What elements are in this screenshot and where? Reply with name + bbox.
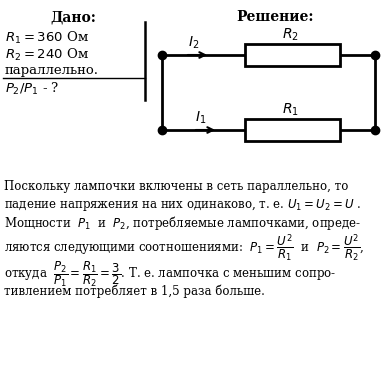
Text: ляются следующими соотношениями:  $P_1 = \dfrac{U^2}{R_1}$  и  $P_2 = \dfrac{U^2: ляются следующими соотношениями: $P_1 = … xyxy=(4,233,364,264)
Text: $R_2 = 240$ Ом: $R_2 = 240$ Ом xyxy=(5,47,89,63)
Text: Решение:: Решение: xyxy=(236,10,314,24)
Text: Дано:: Дано: xyxy=(50,10,96,24)
Text: тивлением потребляет в 1,5 раза больше.: тивлением потребляет в 1,5 раза больше. xyxy=(4,285,265,298)
Text: параллельно.: параллельно. xyxy=(5,64,99,77)
Text: $\boldsymbol{R_1}$: $\boldsymbol{R_1}$ xyxy=(281,102,298,118)
Text: $R_1 = 360$ Ом: $R_1 = 360$ Ом xyxy=(5,30,89,46)
Text: $\boldsymbol{I_1}$: $\boldsymbol{I_1}$ xyxy=(195,109,206,126)
Text: Поскольку лампочки включены в сеть параллельно, то: Поскольку лампочки включены в сеть парал… xyxy=(4,180,348,193)
Text: откуда  $\dfrac{P_2}{P_1} = \dfrac{R_1}{R_2} = \dfrac{3}{2}$. Т. е. лампочка с м: откуда $\dfrac{P_2}{P_1} = \dfrac{R_1}{R… xyxy=(4,259,336,289)
Bar xyxy=(245,119,340,141)
Text: $P_2/P_1$ - ?: $P_2/P_1$ - ? xyxy=(5,81,60,97)
Text: падение напряжения на них одинаково, т. е. $U_1 = U_2 = U$ .: падение напряжения на них одинаково, т. … xyxy=(4,197,361,213)
Text: Мощности  $P_1$  и  $P_2$, потребляемые лампочками, опреде-: Мощности $P_1$ и $P_2$, потребляемые лам… xyxy=(4,214,361,232)
Text: $\boldsymbol{I_2}$: $\boldsymbol{I_2}$ xyxy=(188,35,199,51)
Text: $\boldsymbol{R_2}$: $\boldsymbol{R_2}$ xyxy=(281,27,298,43)
Bar xyxy=(245,44,340,66)
